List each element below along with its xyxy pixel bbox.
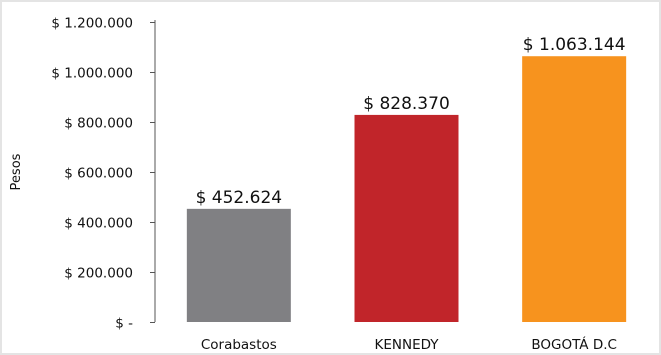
axes xyxy=(150,20,156,323)
y-axis-title: Pesos xyxy=(9,153,24,190)
y-tick-label: $ - xyxy=(115,316,133,332)
data-label: $ 452.624 xyxy=(196,188,283,208)
y-tick-label: $ 400.000 xyxy=(64,216,133,232)
y-tick-label: $ 1.000.000 xyxy=(51,66,133,82)
x-tick-label: BOGOTÁ D.C xyxy=(531,336,617,353)
y-tick-label: $ 800.000 xyxy=(64,116,133,132)
x-tick-label: KENNEDY xyxy=(374,337,439,353)
x-tick-label: Corabastos xyxy=(201,337,277,353)
bar-3 xyxy=(522,56,627,323)
bar-1 xyxy=(186,208,291,322)
data-label: $ 1.063.144 xyxy=(523,35,626,55)
y-tick-label: $ 600.000 xyxy=(64,166,133,182)
data-label: $ 828.370 xyxy=(363,94,450,114)
bars xyxy=(186,56,627,323)
labels: $ - $ 200.000 $ 400.000 $ 600.000 $ 800.000 $… xyxy=(51,16,625,354)
y-tick-label: $ 200.000 xyxy=(64,266,133,282)
bar-2 xyxy=(354,114,459,322)
y-tick-label: $ 1.200.000 xyxy=(51,16,133,32)
